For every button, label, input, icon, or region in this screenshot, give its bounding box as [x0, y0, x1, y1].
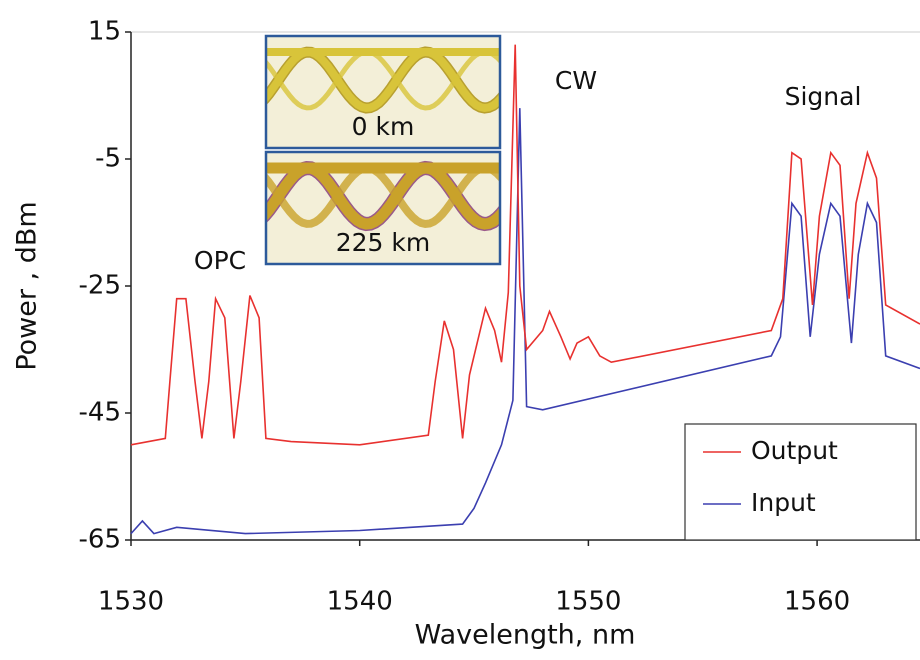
x-tick-label: 1540 — [327, 587, 393, 617]
legend-label: Output — [751, 436, 838, 465]
annotation: Signal — [785, 82, 862, 111]
legend-label: Input — [751, 488, 816, 517]
y-tick-label: -5 — [95, 144, 121, 174]
annotation: OPC — [194, 246, 246, 275]
y-tick-label: -65 — [79, 525, 121, 555]
x-tick-label: 1530 — [98, 587, 164, 617]
y-tick-label: 15 — [88, 17, 121, 47]
x-axis-label: Wavelength, nm — [415, 620, 636, 651]
y-axis-label: Power , dBm — [12, 201, 43, 370]
y-tick-label: -25 — [79, 271, 121, 301]
inset-label: 225 km — [336, 228, 431, 257]
chart: Wavelength, nm Power , dBm 15 -5 -25 -45 -65… — [0, 0, 920, 660]
y-tick-label: -45 — [79, 398, 121, 428]
inset-label: 0 km — [352, 112, 415, 141]
annotation: CW — [555, 66, 597, 95]
x-tick-label: 1550 — [555, 587, 621, 617]
x-tick-label: 1560 — [784, 587, 850, 617]
